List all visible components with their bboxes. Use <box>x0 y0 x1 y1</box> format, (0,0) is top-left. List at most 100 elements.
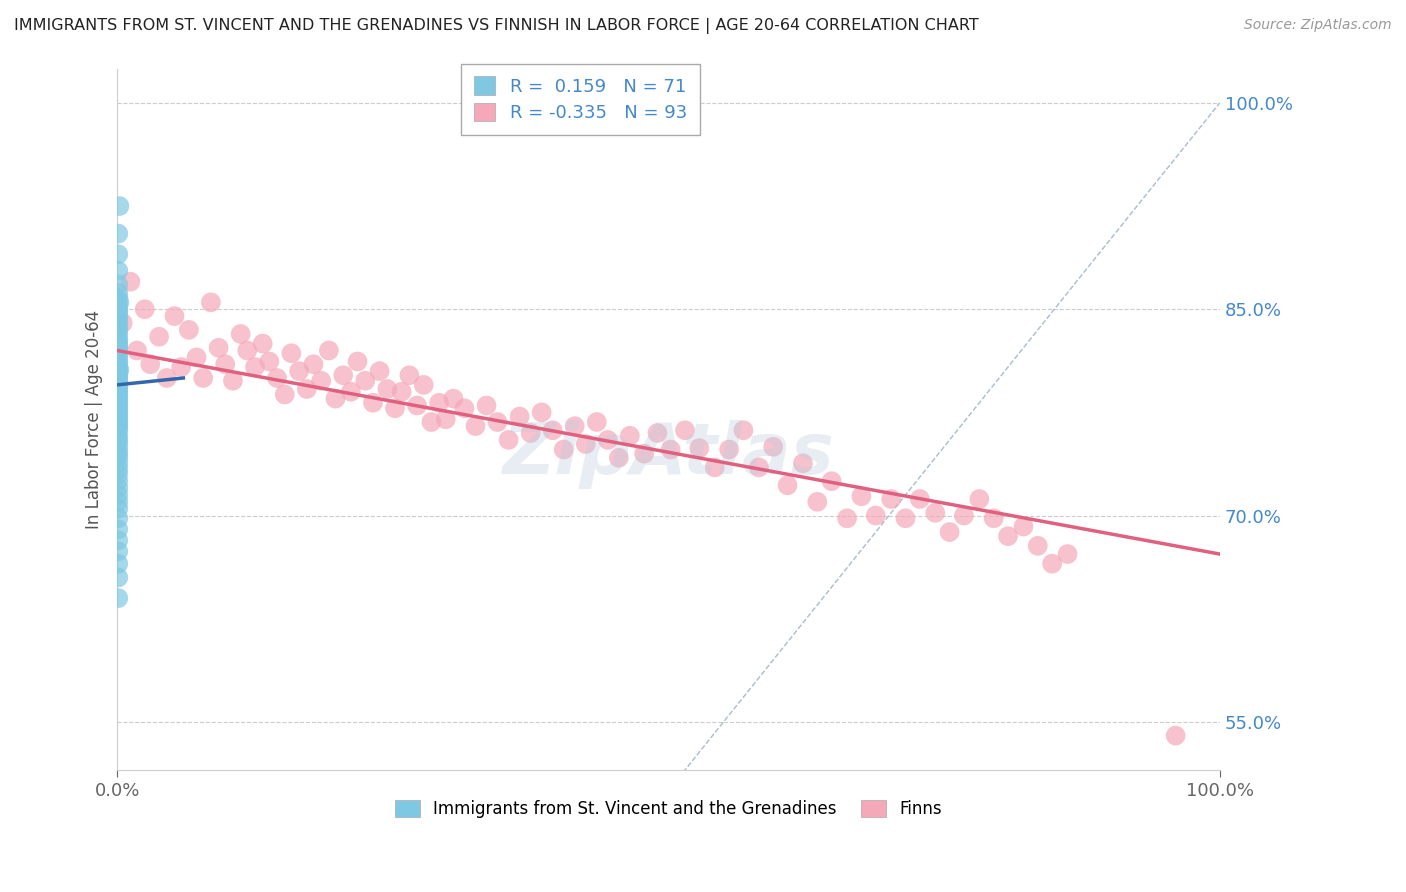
Point <box>107 467 129 482</box>
Point <box>156 371 179 385</box>
Point <box>107 351 129 365</box>
Point <box>107 481 129 495</box>
Point <box>851 489 873 503</box>
Point <box>259 354 281 368</box>
Point <box>107 343 129 358</box>
Point <box>107 382 129 396</box>
Point <box>354 374 377 388</box>
Point <box>193 371 215 385</box>
Point <box>134 302 156 317</box>
Point <box>107 311 129 326</box>
Point <box>108 363 131 377</box>
Point <box>318 343 340 358</box>
Point <box>519 425 541 440</box>
Point <box>107 326 129 341</box>
Point <box>295 382 318 396</box>
Point <box>288 364 311 378</box>
Point <box>107 338 129 352</box>
Point <box>107 533 129 548</box>
Point <box>107 591 129 605</box>
Point <box>186 351 208 365</box>
Point <box>108 199 131 213</box>
Point <box>107 495 129 509</box>
Point <box>107 399 129 413</box>
Point <box>125 343 148 358</box>
Point <box>427 396 450 410</box>
Point <box>1040 557 1063 571</box>
Point <box>107 376 129 391</box>
Point <box>585 415 607 429</box>
Point <box>894 511 917 525</box>
Point <box>107 433 129 447</box>
Point <box>107 456 129 470</box>
Point <box>214 357 236 371</box>
Point <box>107 442 129 457</box>
Point <box>107 333 129 347</box>
Point <box>280 346 302 360</box>
Point <box>200 295 222 310</box>
Point <box>236 343 259 358</box>
Point <box>266 371 288 385</box>
Point <box>596 433 619 447</box>
Point <box>969 491 991 506</box>
Point <box>107 335 129 350</box>
Point <box>107 501 129 516</box>
Point <box>107 323 129 337</box>
Point <box>107 407 129 421</box>
Point <box>107 354 129 368</box>
Point <box>107 320 129 334</box>
Point <box>647 425 669 440</box>
Point <box>107 227 129 241</box>
Point <box>880 491 903 506</box>
Point <box>107 557 129 571</box>
Point <box>107 247 129 261</box>
Point <box>107 298 129 312</box>
Point <box>120 275 142 289</box>
Point <box>434 412 457 426</box>
Point <box>107 429 129 443</box>
Point <box>806 495 828 509</box>
Point <box>107 316 129 330</box>
Point <box>953 508 976 523</box>
Point <box>107 401 129 416</box>
Point <box>368 364 391 378</box>
Point <box>111 316 134 330</box>
Point <box>420 415 443 429</box>
Point <box>107 384 129 399</box>
Point <box>792 456 814 470</box>
Point <box>107 420 129 434</box>
Point <box>688 441 710 455</box>
Point <box>107 277 129 292</box>
Point <box>107 346 129 360</box>
Point <box>177 323 200 337</box>
Point <box>107 359 129 374</box>
Point <box>553 442 575 457</box>
Point <box>107 341 129 355</box>
Point <box>107 263 129 277</box>
Point <box>1026 539 1049 553</box>
Point <box>865 508 887 523</box>
Point <box>475 399 498 413</box>
Point <box>1012 519 1035 533</box>
Point <box>107 417 129 432</box>
Point <box>170 359 193 374</box>
Point <box>274 387 297 401</box>
Point <box>107 396 129 410</box>
Point <box>163 309 186 323</box>
Point <box>703 460 725 475</box>
Point <box>619 429 641 443</box>
Point <box>222 374 245 388</box>
Point <box>718 442 741 457</box>
Point <box>346 354 368 368</box>
Point <box>107 415 129 429</box>
Point <box>530 405 553 419</box>
Point <box>107 374 129 388</box>
Point <box>302 357 325 371</box>
Point <box>332 368 354 383</box>
Point <box>107 366 129 380</box>
Point <box>107 544 129 558</box>
Point <box>107 404 129 418</box>
Point <box>509 409 531 424</box>
Point <box>108 295 131 310</box>
Point <box>762 440 785 454</box>
